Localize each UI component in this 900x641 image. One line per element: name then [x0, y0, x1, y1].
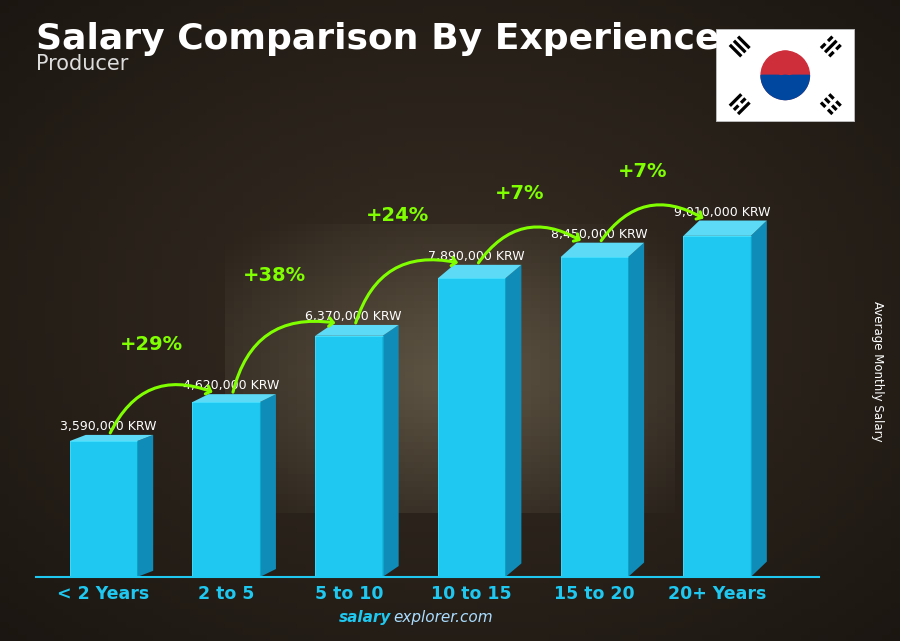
Text: 6,370,000 KRW: 6,370,000 KRW — [305, 310, 402, 323]
Polygon shape — [827, 108, 833, 115]
Text: Producer: Producer — [36, 54, 129, 74]
Polygon shape — [438, 278, 506, 577]
Polygon shape — [751, 221, 767, 577]
Text: 7,890,000 KRW: 7,890,000 KRW — [428, 250, 525, 263]
Polygon shape — [737, 35, 751, 49]
Polygon shape — [683, 221, 767, 236]
Polygon shape — [628, 243, 644, 577]
Text: +38%: +38% — [243, 266, 306, 285]
Polygon shape — [828, 93, 835, 100]
Circle shape — [773, 51, 797, 75]
Polygon shape — [70, 435, 153, 441]
Polygon shape — [315, 325, 399, 336]
Polygon shape — [260, 394, 276, 577]
Polygon shape — [740, 97, 747, 104]
Polygon shape — [193, 394, 276, 402]
Polygon shape — [382, 325, 399, 577]
Text: +7%: +7% — [495, 184, 544, 203]
Polygon shape — [737, 101, 751, 115]
Polygon shape — [835, 100, 842, 107]
Polygon shape — [729, 93, 742, 107]
Polygon shape — [733, 104, 740, 111]
Text: 3,590,000 KRW: 3,590,000 KRW — [60, 420, 157, 433]
Polygon shape — [761, 75, 809, 99]
Text: salary: salary — [339, 610, 392, 625]
Polygon shape — [828, 51, 835, 58]
Polygon shape — [683, 236, 751, 577]
Polygon shape — [824, 97, 831, 104]
Text: explorer.com: explorer.com — [393, 610, 493, 625]
Polygon shape — [835, 44, 842, 51]
Text: 9,010,000 KRW: 9,010,000 KRW — [674, 206, 770, 219]
Polygon shape — [70, 441, 138, 577]
Polygon shape — [831, 104, 838, 111]
Polygon shape — [820, 101, 826, 108]
Polygon shape — [506, 265, 521, 577]
Polygon shape — [193, 402, 260, 577]
Polygon shape — [315, 336, 382, 577]
Text: 8,450,000 KRW: 8,450,000 KRW — [551, 228, 647, 240]
Polygon shape — [820, 42, 826, 49]
Text: Salary Comparison By Experience: Salary Comparison By Experience — [36, 22, 719, 56]
Polygon shape — [438, 265, 521, 278]
Polygon shape — [561, 257, 628, 577]
Text: +7%: +7% — [617, 162, 667, 181]
Text: Average Monthly Salary: Average Monthly Salary — [871, 301, 884, 442]
Text: +29%: +29% — [120, 335, 184, 354]
Polygon shape — [729, 44, 742, 58]
Polygon shape — [733, 40, 747, 53]
Text: 4,620,000 KRW: 4,620,000 KRW — [183, 379, 279, 392]
Text: +24%: +24% — [365, 206, 428, 225]
Polygon shape — [824, 40, 838, 53]
Polygon shape — [561, 243, 644, 257]
Circle shape — [761, 51, 809, 99]
Polygon shape — [138, 435, 153, 577]
Circle shape — [773, 75, 797, 99]
Polygon shape — [827, 35, 833, 42]
